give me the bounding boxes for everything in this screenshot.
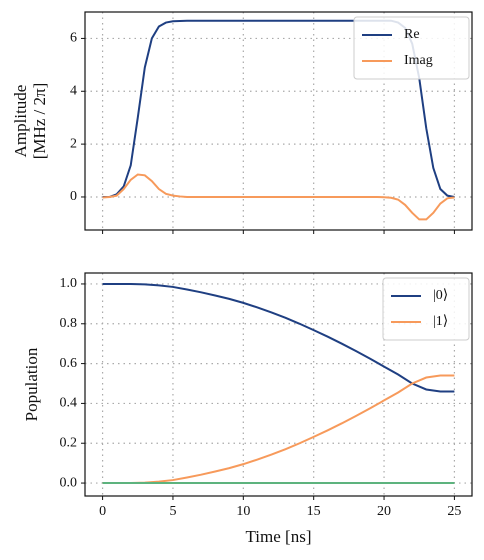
data-line — [102, 374, 455, 485]
y-tick-label: 0.2 — [60, 435, 78, 450]
y-axis-label: Population — [22, 347, 41, 421]
y-tick-label: 0.4 — [60, 396, 78, 411]
data-line — [102, 282, 455, 393]
y-tick-label: 0.8 — [60, 316, 78, 331]
y-tick-label: 0 — [70, 189, 77, 204]
x-tick-label: 0 — [99, 504, 106, 519]
axes-frame — [84, 272, 473, 497]
legend-box — [353, 16, 470, 80]
x-axis-label: Time [ns] — [246, 527, 312, 546]
y-tick-label: 1.0 — [60, 276, 78, 291]
y-axis-label: [MHz / 2π] — [30, 83, 49, 160]
y-tick-label: 2 — [70, 136, 77, 151]
y-tick-label: 0.0 — [60, 475, 78, 490]
axes-frame — [84, 11, 473, 231]
x-tick-label: 5 — [169, 504, 176, 519]
x-tick-label: 25 — [447, 504, 461, 519]
legend: |0⟩ |1⟩ — [382, 277, 470, 341]
y-axis-label: Amplitude — [11, 85, 30, 158]
y-tick-label: 6 — [70, 31, 77, 46]
legend-label: |1⟩ — [433, 314, 448, 329]
legend-box — [382, 277, 470, 341]
legend-label: Re — [404, 27, 420, 42]
legend-label: Imag — [404, 53, 433, 68]
x-tick-label: 10 — [236, 504, 250, 519]
data-line — [102, 173, 455, 221]
x-tick-label: 15 — [307, 504, 321, 519]
x-tick-label: 20 — [377, 504, 391, 519]
legend: Re Imag — [353, 16, 470, 80]
y-tick-label: 4 — [70, 83, 77, 98]
y-tick-label: 0.6 — [60, 356, 78, 371]
legend-label: |0⟩ — [433, 288, 448, 303]
